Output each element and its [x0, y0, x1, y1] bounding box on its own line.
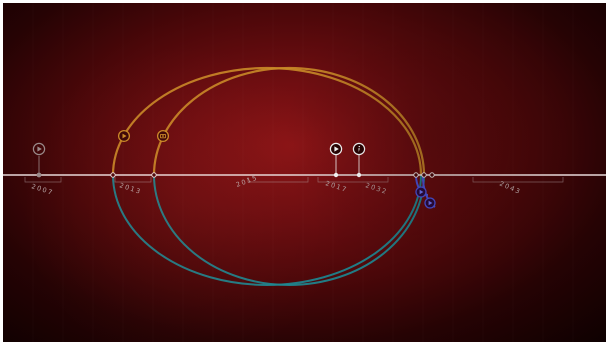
info-icon[interactable] — [352, 142, 366, 156]
gold-arc-inner[interactable] — [152, 66, 426, 176]
event-node-end-2[interactable] — [421, 172, 427, 178]
year-brackets — [24, 177, 564, 183]
year-label-2032: 2032 — [364, 181, 388, 196]
play-icon[interactable] — [424, 197, 436, 209]
play-icon[interactable] — [117, 129, 131, 143]
teal-arc-outer[interactable] — [112, 174, 422, 286]
camera-icon[interactable] — [156, 129, 170, 143]
play-icon[interactable] — [32, 142, 46, 156]
year-label-2013: 2013 — [118, 181, 142, 196]
play-icon[interactable] — [415, 186, 427, 198]
event-node-end-3[interactable] — [429, 172, 435, 178]
timeline-canvas: 2007 2013 2015 2017 2032 2043 — [3, 66, 606, 286]
year-label-2017: 2017 — [324, 179, 348, 194]
year-label-2015: 2015 — [235, 174, 259, 189]
year-label-2007: 2007 — [30, 182, 54, 197]
teal-arc-inner[interactable] — [153, 174, 425, 286]
event-node-2015[interactable] — [151, 172, 157, 178]
timeline-visualization: 2007 2013 2015 2017 2032 2043 — [3, 3, 606, 342]
event-node-end-1[interactable] — [413, 172, 419, 178]
gold-arc-outer[interactable] — [111, 66, 423, 176]
event-node-2013[interactable] — [110, 172, 116, 178]
play-icon[interactable] — [329, 142, 343, 156]
event-nodes — [36, 172, 435, 178]
